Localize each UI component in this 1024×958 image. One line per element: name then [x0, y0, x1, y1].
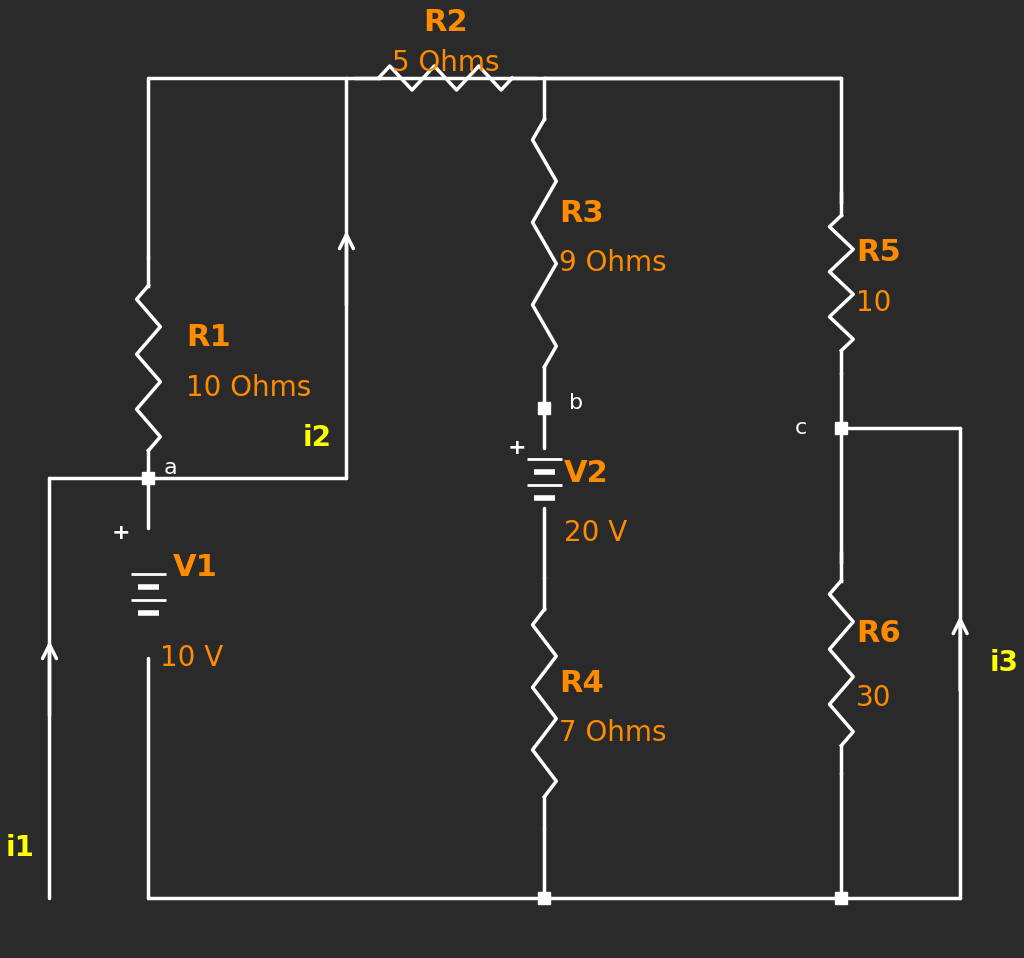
- Text: V1: V1: [173, 554, 218, 582]
- Text: 7 Ohms: 7 Ohms: [559, 719, 667, 747]
- Text: 9 Ohms: 9 Ohms: [559, 249, 667, 277]
- Text: R1: R1: [186, 324, 230, 353]
- Text: R5: R5: [856, 239, 901, 267]
- Text: +: +: [507, 438, 526, 458]
- Text: b: b: [569, 393, 584, 413]
- Text: 5 Ohms: 5 Ohms: [391, 49, 499, 77]
- Text: +: +: [112, 523, 130, 543]
- Text: 30: 30: [856, 684, 892, 712]
- Text: R6: R6: [856, 619, 901, 648]
- Text: 20 V: 20 V: [564, 519, 628, 547]
- Text: R2: R2: [423, 9, 468, 37]
- Text: a: a: [163, 458, 177, 478]
- Text: 10 Ohms: 10 Ohms: [186, 374, 311, 402]
- Text: 10 V: 10 V: [161, 644, 223, 672]
- Text: V2: V2: [564, 459, 609, 488]
- Text: i2: i2: [302, 424, 331, 452]
- Text: c: c: [795, 418, 807, 438]
- Text: i3: i3: [990, 649, 1019, 677]
- Text: R4: R4: [559, 669, 604, 697]
- Text: R3: R3: [559, 198, 604, 227]
- Text: i1: i1: [5, 834, 34, 862]
- Text: 10: 10: [856, 289, 892, 317]
